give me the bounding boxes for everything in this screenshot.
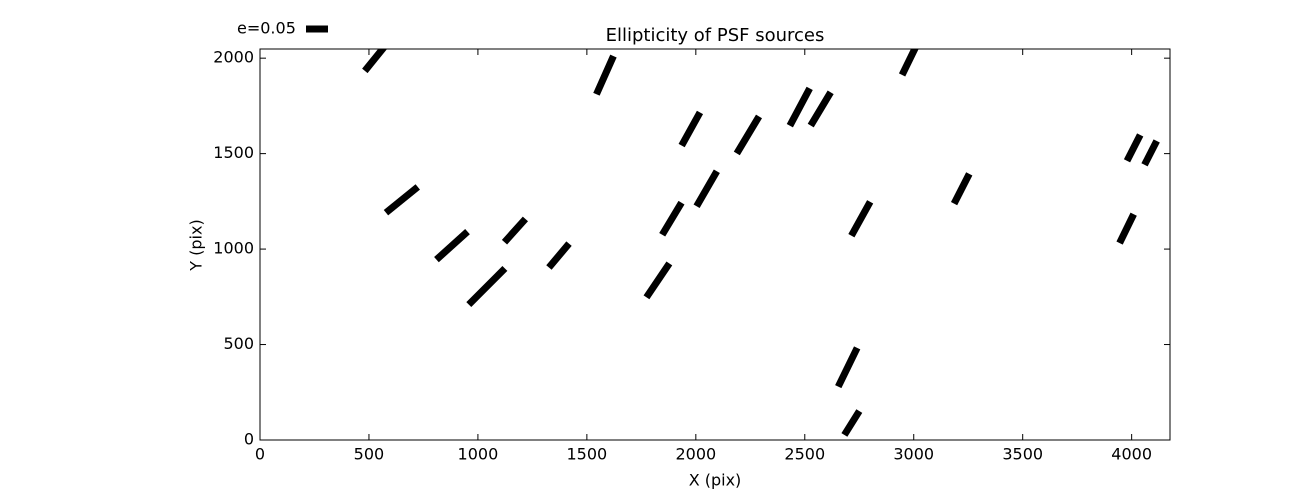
y-axis-label: Y (pix) [187,219,206,271]
whisker [841,409,863,437]
whisker [807,90,834,128]
whisker [1141,139,1160,167]
x-tick-label: 3000 [893,445,934,464]
whisker [546,241,572,270]
whisker [733,114,763,156]
x-tick-label: 4000 [1111,445,1152,464]
x-tick-label: 3500 [1002,445,1043,464]
whisker [678,110,704,148]
x-axis-label: X (pix) [689,471,742,490]
whisker [898,49,919,77]
whisker [643,261,673,300]
x-tick-label: 1500 [567,445,608,464]
legend-label: e=0.05 [237,19,296,38]
whisker [383,184,420,216]
y-tick-label: 1500 [213,143,254,162]
x-tick-label: 1000 [458,445,499,464]
x-tick-label: 500 [354,445,385,464]
plot-area [362,49,1160,437]
whisker [786,86,813,128]
whisker [693,169,720,209]
chart-title: Ellipticity of PSF sources [606,25,825,46]
y-tick-label: 1000 [213,239,254,258]
y-tick-label: 500 [223,334,254,353]
whisker [835,346,861,389]
whisker [593,54,617,96]
x-tick-label: 2500 [784,445,825,464]
whisker [950,172,973,206]
x-tick-label: 2000 [675,445,716,464]
x-tick-label: 0 [255,445,265,464]
y-tick-label: 2000 [213,48,254,67]
whisker [466,265,508,308]
whisker [362,49,388,74]
whisker [501,216,529,245]
whisker [1123,133,1144,163]
whisker [659,200,685,237]
y-tick-label: 0 [244,430,254,449]
whisker [848,200,874,238]
plot-frame [259,48,1171,441]
whisker [1116,212,1137,245]
whisker [434,229,470,263]
